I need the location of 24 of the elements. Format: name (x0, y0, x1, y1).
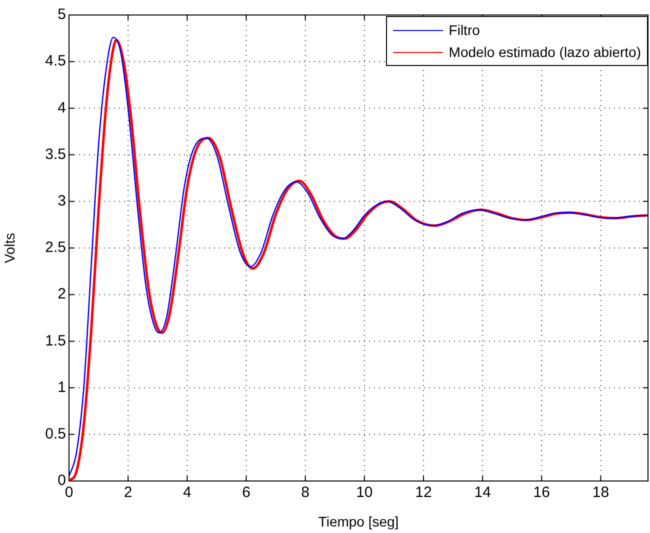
y-tick-label: 2 (58, 286, 66, 303)
legend-label: Modelo estimado (lazo abierto) (448, 44, 641, 60)
y-tick-label: 4 (58, 99, 66, 116)
y-tick-label: 0.5 (45, 426, 66, 443)
x-tick-label: 16 (533, 484, 550, 502)
y-tick-label: 1.5 (45, 332, 66, 350)
y-tick-label: 3.5 (45, 146, 66, 163)
x-tick-label: 12 (415, 484, 432, 502)
y-tick-label: 1 (58, 378, 66, 396)
x-tick-label: 4 (182, 484, 192, 502)
x-tick-label: 8 (301, 484, 310, 502)
x-tick-label: 14 (474, 484, 491, 502)
y-tick-label: 0 (58, 472, 66, 490)
legend-label: Filtro (448, 22, 480, 38)
x-tick-label: 6 (242, 484, 250, 502)
x-tick-label: 18 (592, 484, 610, 502)
x-tick-label: 10 (356, 484, 373, 502)
x-axis-title: Tiempo [seg] (318, 513, 399, 530)
y-tick-label: 3 (58, 192, 66, 210)
y-tick-label: 4.5 (45, 52, 66, 70)
y-axis-title: Volts (1, 232, 18, 264)
y-tick-label: 2.5 (45, 239, 66, 256)
y-tick-label: 5 (58, 6, 66, 24)
x-tick-label: 2 (124, 484, 132, 502)
